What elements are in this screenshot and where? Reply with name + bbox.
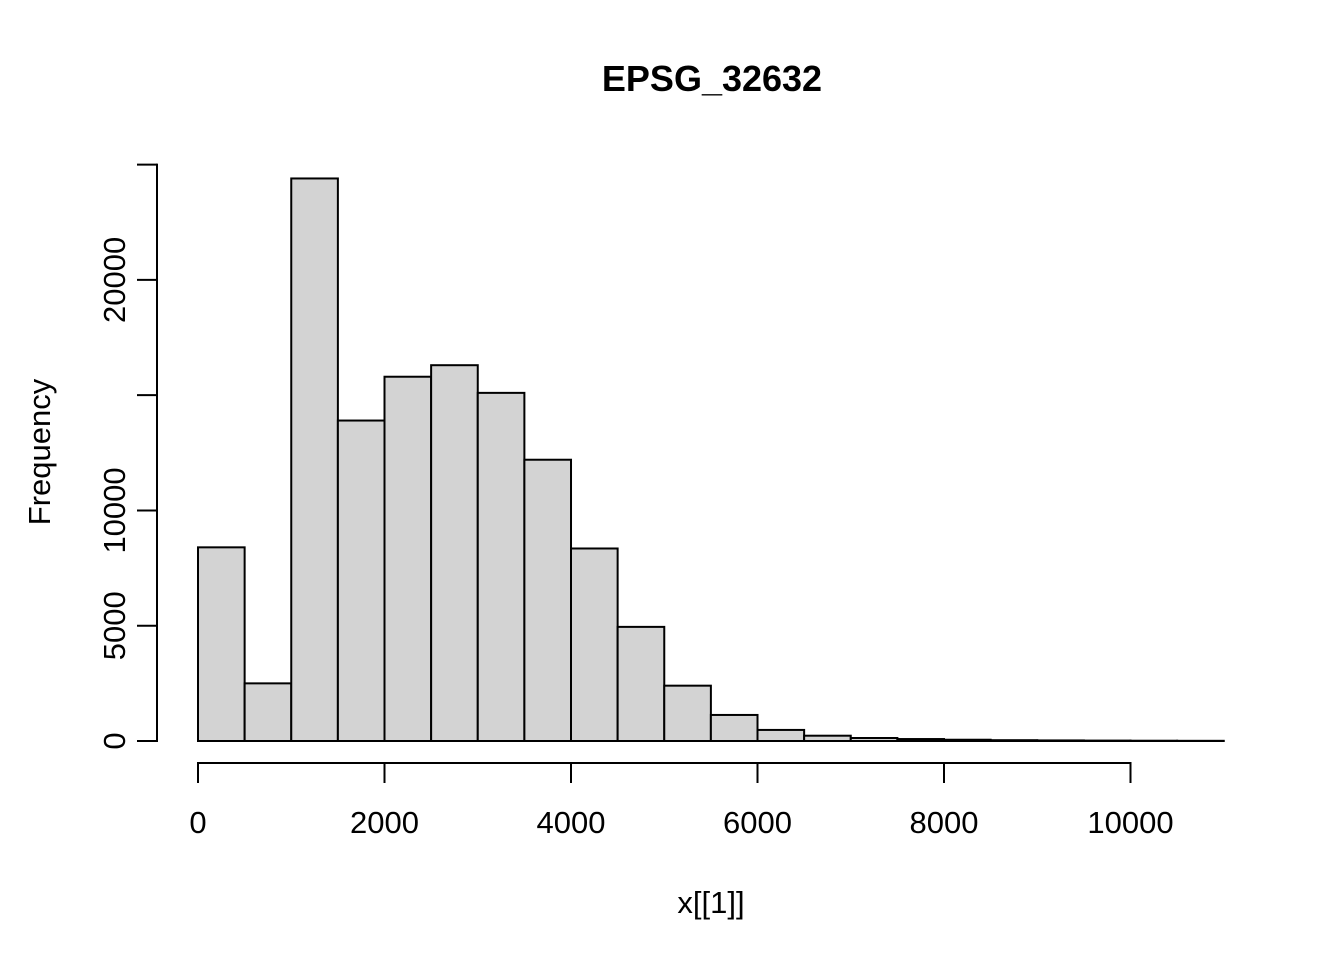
histogram-bar bbox=[663, 684, 712, 742]
histogram-bar bbox=[383, 375, 433, 742]
histogram-bar bbox=[616, 625, 666, 743]
histogram-bar bbox=[849, 737, 899, 742]
y-tick-label: 10000 bbox=[97, 467, 132, 553]
histogram-bar bbox=[476, 391, 526, 742]
y-tick-label: 0 bbox=[97, 732, 132, 749]
x-tick-label: 0 bbox=[189, 805, 206, 840]
histogram-bar bbox=[570, 547, 619, 742]
y-tick-label: 20000 bbox=[97, 237, 132, 323]
histogram-bar bbox=[803, 734, 852, 743]
histogram-bar bbox=[336, 419, 386, 742]
x-tick-label: 6000 bbox=[723, 805, 792, 840]
y-tick-label: 5000 bbox=[97, 591, 132, 660]
histogram-bar bbox=[943, 738, 992, 742]
y-axis-label: Frequency bbox=[22, 378, 57, 525]
histogram-bar bbox=[243, 682, 293, 742]
histogram-bar bbox=[1036, 739, 1085, 742]
x-tick-label: 10000 bbox=[1087, 805, 1173, 840]
x-tick-label: 4000 bbox=[537, 805, 606, 840]
histogram-bar bbox=[709, 713, 759, 743]
histogram-bar bbox=[756, 728, 806, 742]
y-axis: 0 5000 10000 20000 bbox=[97, 163, 158, 750]
histogram-bar bbox=[896, 738, 946, 742]
histogram-bar bbox=[290, 177, 339, 742]
x-tick-label: 8000 bbox=[910, 805, 979, 840]
x-axis: 0 2000 4000 6000 8000 10000 bbox=[189, 762, 1174, 840]
x-axis-label: x[[1]] bbox=[677, 885, 744, 920]
histogram-bar bbox=[523, 458, 573, 742]
x-tick-label: 2000 bbox=[350, 805, 419, 840]
histogram-bar bbox=[430, 364, 479, 742]
chart-title: EPSG_32632 bbox=[602, 58, 822, 99]
histogram-bar bbox=[197, 546, 246, 743]
histogram-bar bbox=[989, 739, 1039, 743]
bars-group bbox=[197, 177, 1225, 743]
